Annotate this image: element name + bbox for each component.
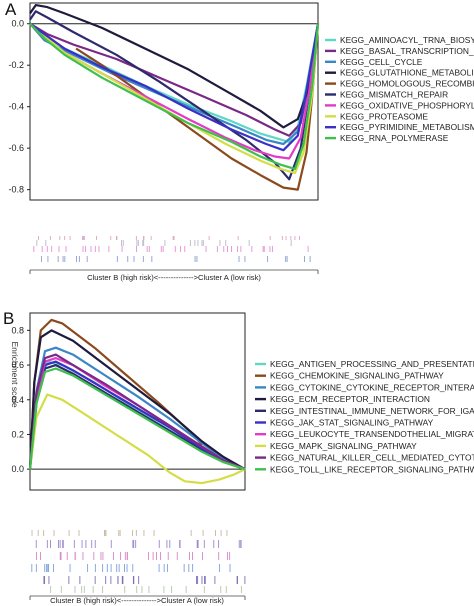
legend-entry: KEGG_BASAL_TRANSCRIPTION_FACTORS xyxy=(340,46,474,56)
legend-entry: KEGG_PYRIMIDINE_METABOLISM xyxy=(340,122,474,132)
hit-barcode xyxy=(31,530,246,593)
legend-entry: KEGG_TOLL_LIKE_RECEPTOR_SIGNALING_PATHWA… xyxy=(270,464,474,474)
series-line-3 xyxy=(28,329,246,471)
panel-label: B xyxy=(3,309,14,328)
plot-frame xyxy=(29,312,246,491)
series-line-5 xyxy=(29,10,320,181)
y-tick-label: 0.0 xyxy=(11,464,24,474)
series-line-1 xyxy=(29,22,320,137)
legend-entry: KEGG_ANTIGEN_PROCESSING_AND_PRESENTATION xyxy=(270,359,474,369)
y-tick-label: 0.2 xyxy=(11,429,24,439)
legend-entry: KEGG_GLUTATHIONE_METABOLISM xyxy=(340,68,474,78)
series-line-8 xyxy=(28,353,246,471)
chart-panel-b: 0.8 0.6 0.4 0.2 0.0 Enrichment score KEGG_ANTI… xyxy=(3,309,474,605)
legend-entry: KEGG_MISMATCH_REPAIR xyxy=(340,90,448,100)
y-tick-label: -0.2 xyxy=(8,60,24,70)
series-line-9 xyxy=(29,22,320,170)
y-tick-label: 0.6 xyxy=(11,360,24,370)
series-line-9 xyxy=(28,367,246,471)
chart-panel-a: 0.0 -0.2 -0.4 -0.6 -0.8 KEGG_AMINOACYL_TRNA_B… xyxy=(5,0,474,282)
legend-entry: KEGG_HOMOLOGOUS_RECOMBINATION xyxy=(340,79,474,89)
legend-entry: KEGG_AMINOACYL_TRNA_BIOSYNTHESIS xyxy=(340,35,474,45)
legend-entry: KEGG_PROTEASOME xyxy=(340,111,428,121)
legend-entry: KEGG_NATURAL_KILLER_CELL_MEDIATED_CYTOTO… xyxy=(270,453,474,463)
legend-entry: KEGG_CHEMOKINE_SIGNALING_PATHWAY xyxy=(270,371,444,381)
legend-entry: KEGG_CYTOKINE_CYTOKINE_RECEPTOR_INTERACT… xyxy=(270,382,474,392)
series-line-3 xyxy=(29,3,320,129)
y-tick-label: 0.4 xyxy=(11,395,24,405)
x-axis-label: Cluster B (high risk)<-------------->Clu… xyxy=(50,596,224,605)
y-tick-label: 0.8 xyxy=(11,325,24,335)
legend: KEGG_AMINOACYL_TRNA_BIOSYNTHESISKEGG_BAS… xyxy=(325,35,474,143)
plot-frame xyxy=(29,2,319,201)
legend-entry: KEGG_MAPK_SIGNALING_PATHWAY xyxy=(270,441,417,451)
legend-entry: KEGG_LEUKOCYTE_TRANSENDOTHELIAL_MIGRATIO… xyxy=(270,429,474,439)
series-line-8 xyxy=(29,22,320,152)
x-axis-label: Cluster B (high risk)<-------------->Clu… xyxy=(87,273,261,282)
series-line-7 xyxy=(28,393,246,485)
series-line-7 xyxy=(29,22,320,175)
y-tick-label: -0.4 xyxy=(8,102,24,112)
y-tick-label: -0.6 xyxy=(8,143,24,153)
legend-entry: KEGG_ECM_RECEPTOR_INTERACTION xyxy=(270,394,430,404)
legend-entry: KEGG_CELL_CYCLE xyxy=(340,57,423,67)
legend-entry: KEGG_JAK_STAT_SIGNALING_PATHWAY xyxy=(270,418,434,428)
panel-label: A xyxy=(5,0,17,19)
series-line-4 xyxy=(75,23,320,191)
series-line-2 xyxy=(28,346,246,471)
legend-entry: KEGG_INTESTINAL_IMMUNE_NETWORK_FOR_IGA_P… xyxy=(270,406,474,416)
legend-entry: KEGG_RNA_POLYMERASE xyxy=(340,133,449,143)
y-axis-label: Enrichment score xyxy=(10,342,20,408)
legend-entry: KEGG_OXIDATIVE_PHOSPHORYLATION xyxy=(340,100,474,110)
legend: KEGG_ANTIGEN_PROCESSING_AND_PRESENTATION… xyxy=(255,359,474,474)
y-tick-label: -0.8 xyxy=(8,185,24,195)
y-tick-label: 0.0 xyxy=(11,19,24,29)
hit-barcode xyxy=(33,236,311,262)
